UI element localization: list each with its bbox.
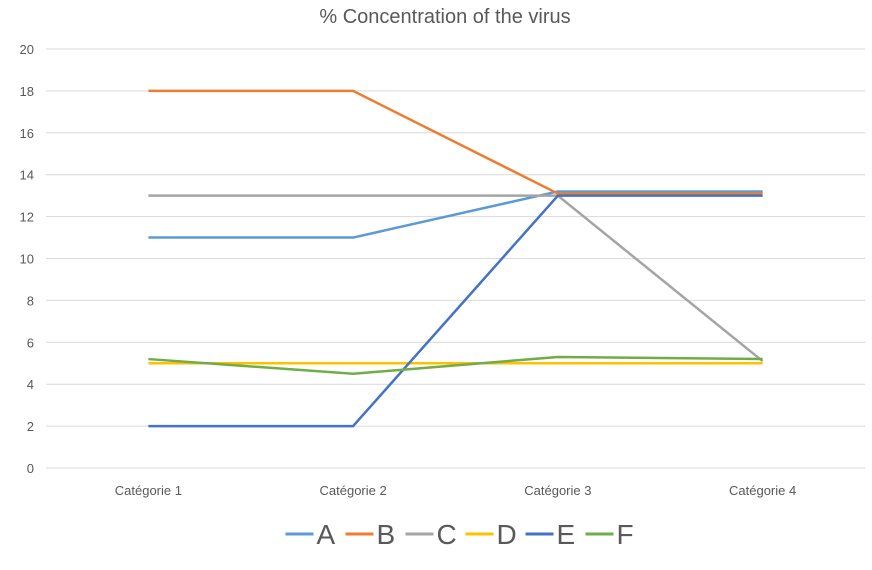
series-line-c [148,194,764,363]
x-tick-label: Catégorie 2 [320,483,387,498]
legend-item-e: E [525,519,576,550]
y-tick-label: 20 [20,42,34,57]
legend-label: C [437,519,457,550]
legend-item-a: A [285,519,336,550]
legend: A B C D E F [285,519,634,550]
y-tick-label: 12 [20,210,34,225]
series-line-e [148,194,763,428]
series-line-b [148,89,763,195]
y-tick-label: 4 [27,377,34,392]
y-tick-label: 8 [27,293,34,308]
y-tick-label: 2 [27,419,34,434]
legend-item-f: F [585,519,634,550]
x-axis-ticks: Catégorie 1 Catégorie 2 Catégorie 3 Catégor… [115,483,796,498]
series-line-f [148,355,763,375]
legend-item-d: D [465,519,517,550]
legend-label: D [497,519,517,550]
legend-item-c: C [405,519,457,550]
legend-label: E [557,519,576,550]
x-tick-label: Catégorie 4 [729,483,796,498]
legend-label: A [317,519,336,550]
x-tick-label: Catégorie 3 [524,483,591,498]
chart-title: % Concentration of the virus [319,6,570,28]
x-tick-label: Catégorie 1 [115,483,182,498]
legend-label: F [617,519,634,550]
y-tick-label: 10 [20,252,34,267]
y-tick-label: 14 [20,168,34,183]
series-lines [148,89,764,428]
y-tick-label: 16 [20,126,34,141]
y-tick-label: 18 [20,84,34,99]
legend-item-b: B [345,519,396,550]
series-line-a [148,190,763,239]
gridlines [46,48,865,469]
legend-label: B [377,519,396,550]
y-tick-label: 0 [27,461,34,476]
y-axis-ticks: 0 2 4 6 8 10 12 14 16 18 20 [20,42,34,476]
y-tick-label: 6 [27,335,34,350]
